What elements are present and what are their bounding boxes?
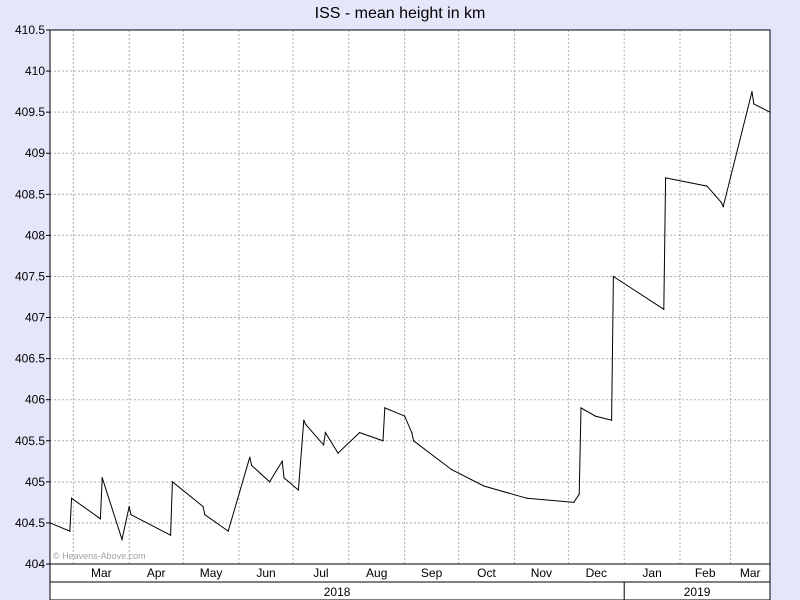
height-data-point [404, 415, 406, 417]
height-data-point [101, 477, 103, 479]
height-data-point [128, 505, 130, 508]
height-data-point [751, 91, 753, 93]
x-month-label: Feb [695, 566, 716, 580]
height-data-point [612, 275, 615, 278]
x-month-label: Mar [91, 566, 112, 580]
height-data-point [130, 514, 132, 516]
chart-title: ISS - mean height in km [314, 5, 486, 22]
height-data-point [573, 501, 575, 503]
y-tick-label: 404.5 [15, 516, 45, 530]
height-data-point [580, 407, 582, 409]
height-data-point [170, 534, 172, 536]
x-month-label: Jul [313, 566, 328, 580]
height-data-point [337, 452, 339, 454]
height-data-point [384, 407, 386, 409]
height-data-point [269, 481, 271, 483]
height-data-point [594, 415, 597, 417]
height-data-point [611, 419, 613, 421]
height-data-point [411, 431, 413, 434]
y-tick-label: 407.5 [15, 269, 45, 283]
plot-area [50, 30, 770, 564]
height-data-point [249, 456, 251, 458]
x-month-label: Jun [256, 566, 275, 580]
height-data-point [202, 505, 204, 508]
height-data-point [450, 468, 452, 471]
height-data-point [722, 206, 724, 208]
y-tick-label: 410.5 [15, 23, 45, 37]
height-data-point [526, 497, 528, 499]
height-data-point [324, 431, 326, 434]
height-data-point [413, 440, 415, 442]
y-tick-label: 406 [25, 393, 45, 407]
x-year-band [49, 581, 771, 600]
height-data-point [204, 514, 206, 516]
x-month-label: May [200, 566, 223, 580]
height-data-point [303, 419, 305, 421]
height-data-point [720, 201, 723, 204]
height-data-point [69, 530, 71, 532]
x-year-label: 2018 [324, 585, 351, 599]
height-data-point [283, 477, 285, 479]
x-month-label: Aug [366, 566, 387, 580]
x-month-label: Dec [586, 566, 607, 580]
height-data-point [171, 481, 173, 483]
height-data-point [663, 308, 665, 310]
height-data-point [99, 518, 101, 520]
y-tick-label: 408.5 [15, 187, 45, 201]
height-data-point [121, 538, 123, 540]
x-month-label: Sep [421, 566, 443, 580]
y-tick-label: 405.5 [15, 434, 45, 448]
y-tick-label: 404 [25, 557, 45, 571]
x-month-label: Jan [642, 566, 661, 580]
height-data-point [227, 530, 229, 532]
height-data-point [297, 489, 299, 491]
height-data-point [578, 493, 580, 495]
x-month-label: Nov [531, 566, 552, 580]
height-data-point [305, 423, 307, 425]
x-month-label: Oct [477, 566, 496, 580]
y-tick-label: 407 [25, 311, 45, 325]
y-tick-label: 410 [25, 64, 45, 78]
y-tick-label: 406.5 [15, 352, 45, 366]
height-data-point [483, 485, 485, 487]
x-month-label: Mar [740, 566, 761, 580]
y-tick-label: 409.5 [15, 105, 45, 119]
x-year-label: 2019 [684, 585, 711, 599]
height-data-point [359, 431, 361, 434]
height-data-point [706, 185, 708, 187]
height-data-point [323, 444, 325, 446]
height-data-point [753, 103, 755, 105]
height-data-point [665, 177, 667, 179]
x-month-label: Apr [147, 566, 166, 580]
height-data-point [281, 460, 283, 462]
y-tick-label: 408 [25, 228, 45, 242]
height-data-point [382, 440, 384, 442]
watermark: © Heavens-Above.com [53, 551, 146, 561]
height-data-point [71, 497, 73, 499]
y-tick-label: 405 [25, 475, 45, 489]
y-tick-label: 409 [25, 146, 45, 160]
height-data-point [251, 464, 253, 467]
plot-frame [49, 29, 771, 565]
